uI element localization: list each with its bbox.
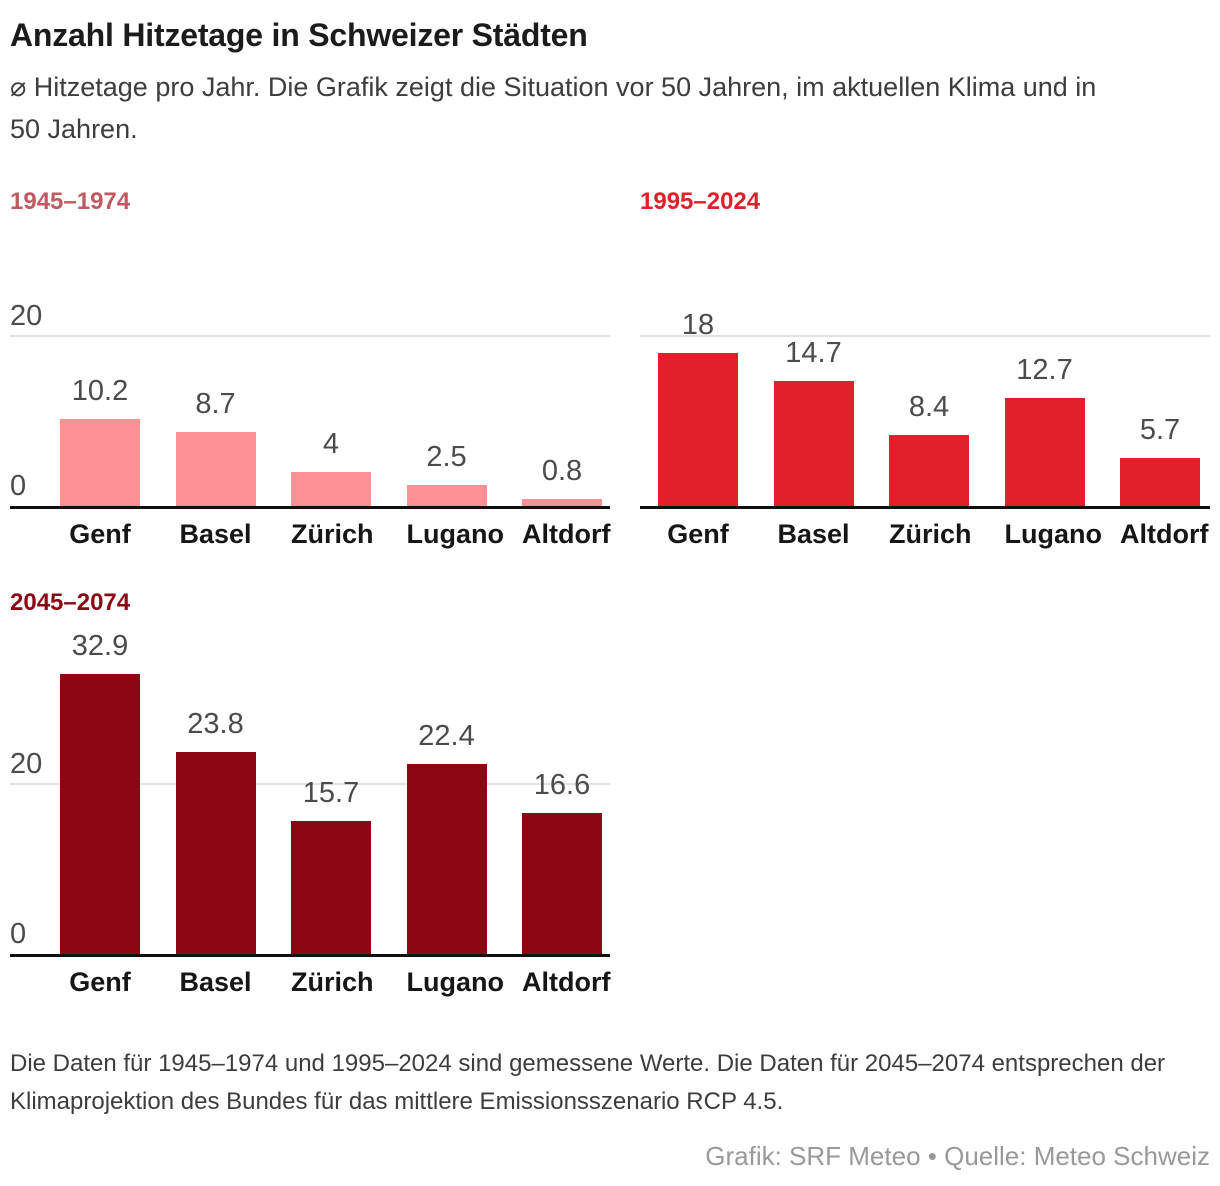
bar-slot-genf: 32.9 — [60, 632, 140, 954]
bar-chart-2045-2074: 32.9 23.8 15.7 22.4 16.6 20 0 Genf Basel Zürich Lu… — [10, 631, 610, 999]
header: Anzahl Hitzetage in Schweizer Städten ⌀ … — [10, 16, 1210, 150]
bars-group: 32.9 23.8 15.7 22.4 16.6 — [10, 631, 610, 954]
bar-value-label: 5.7 — [1139, 413, 1181, 446]
bar-value-label: 0.8 — [541, 455, 583, 488]
bar-zürich — [889, 434, 969, 506]
page-title: Anzahl Hitzetage in Schweizer Städten — [10, 17, 588, 53]
bar-slot-genf: 18 — [658, 311, 738, 506]
bar-altdorf — [522, 499, 602, 506]
bars-group: 18 14.7 8.4 12.7 5.7 — [640, 302, 1210, 506]
bar-lugano — [406, 484, 487, 506]
gridline-20 — [640, 335, 1210, 337]
bar-value-label: 22.4 — [418, 719, 475, 752]
bar-value-label: 10.2 — [71, 375, 129, 408]
category-label-genf: Genf — [667, 519, 729, 549]
bar-chart-1995-2024: 18 14.7 8.4 12.7 5.7 Genf Basel Zürich Lugano Alt… — [640, 302, 1210, 551]
bar-altdorf — [1120, 457, 1200, 506]
category-labels: Genf Basel Zürich Lugano Altdorf — [10, 966, 610, 999]
category-label-genf: Genf — [69, 519, 131, 549]
bar-slot-altdorf: 0.8 — [522, 457, 602, 506]
y-axis-tick-20: 20 — [10, 748, 43, 780]
y-axis-tick-0: 0 — [10, 470, 27, 502]
panel-title-2045-2074: 2045–2074 — [10, 589, 131, 616]
category-label-lugano: Lugano — [406, 519, 504, 549]
panel-1945-1974: 1945–1974 10.2 8.7 4 2.5 0.8 20 0 Genf Basel Züri… — [10, 188, 610, 551]
panel-title-1995-2024: 1995–2024 — [640, 188, 761, 215]
bar-genf — [658, 353, 738, 506]
category-label-altdorf: Altdorf — [1120, 519, 1209, 549]
bar-value-label: 32.9 — [71, 630, 129, 663]
bar-value-label: 14.7 — [785, 337, 842, 370]
bar-genf — [60, 674, 140, 954]
category-label-basel: Basel — [179, 967, 252, 997]
category-labels: Genf Basel Zürich Lugano Altdorf — [10, 518, 610, 551]
charts-grid: 1945–1974 10.2 8.7 4 2.5 0.8 20 0 Genf Basel Züri… — [10, 188, 1210, 999]
bar-lugano — [1004, 398, 1085, 506]
credit-line: Grafik: SRF Meteo • Quelle: Meteo Schwei… — [705, 1141, 1210, 1171]
category-label-basel: Basel — [777, 519, 850, 549]
category-label-lugano: Lugano — [406, 967, 504, 997]
category-label-genf: Genf — [69, 967, 131, 997]
bar-basel — [773, 381, 854, 506]
bar-value-label: 2.5 — [426, 440, 467, 473]
x-axis-line — [10, 506, 610, 509]
category-label-zürich: Zürich — [889, 519, 972, 549]
y-axis-tick-20: 20 — [10, 300, 43, 332]
bar-value-label: 12.7 — [1016, 354, 1073, 387]
category-label-lugano: Lugano — [1004, 519, 1102, 549]
x-axis-line — [10, 954, 610, 957]
bar-slot-lugano: 12.7 — [1004, 354, 1085, 506]
category-label-altdorf: Altdorf — [522, 519, 611, 549]
bar-basel — [175, 432, 256, 506]
bar-lugano — [406, 763, 487, 954]
page-subtitle: ⌀ Hitzetage pro Jahr. Die Grafik zeigt d… — [10, 72, 1097, 144]
bar-value-label: 4 — [322, 428, 340, 460]
bar-slot-genf: 10.2 — [60, 377, 140, 506]
panel-title-1945-1974: 1945–1974 — [10, 188, 131, 215]
bar-zürich — [291, 820, 371, 954]
bar-slot-altdorf: 5.7 — [1120, 413, 1200, 506]
bar-chart-1945-1974: 10.2 8.7 4 2.5 0.8 20 0 Genf Basel Zürich Lugano Al… — [10, 302, 610, 551]
bar-altdorf — [522, 812, 602, 954]
panel-1995-2024: 1995–2024 18 14.7 8.4 12.7 5.7 Genf Basel Züric… — [640, 188, 1210, 551]
category-label-altdorf: Altdorf — [522, 967, 611, 997]
plot-area: 18 14.7 8.4 12.7 5.7 — [640, 302, 1210, 506]
plot-area: 10.2 8.7 4 2.5 0.8 20 0 — [10, 302, 610, 506]
x-axis-line — [640, 506, 1210, 509]
bar-value-label: 18 — [681, 309, 715, 341]
bar-value-label: 15.7 — [302, 776, 360, 809]
bar-slot-basel: 14.7 — [773, 337, 854, 506]
category-labels: Genf Basel Zürich Lugano Altdorf — [640, 518, 1210, 551]
category-label-zürich: Zürich — [291, 967, 374, 997]
y-axis-tick-0: 0 — [10, 918, 27, 950]
plot-area: 32.9 23.8 15.7 22.4 16.6 20 0 — [10, 631, 610, 954]
infographic: Anzahl Hitzetage in Schweizer Städten ⌀ … — [10, 16, 1210, 1171]
bar-slot-lugano: 22.4 — [406, 719, 487, 954]
bar-slot-zürich: 4 — [291, 430, 371, 506]
bar-zürich — [291, 472, 371, 506]
gridline-20 — [10, 335, 610, 337]
bar-slot-altdorf: 16.6 — [522, 768, 602, 954]
bar-slot-basel: 23.8 — [175, 707, 256, 954]
category-label-zürich: Zürich — [291, 519, 374, 549]
bar-slot-lugano: 2.5 — [406, 440, 487, 506]
footnote: Die Daten für 1945–1974 und 1995–2024 si… — [10, 1050, 1166, 1115]
bar-value-label: 23.8 — [187, 707, 244, 740]
gridline-20 — [10, 783, 610, 785]
bar-value-label: 16.6 — [533, 768, 591, 801]
bar-value-label: 8.7 — [195, 388, 236, 421]
bar-genf — [60, 419, 140, 506]
bar-slot-zürich: 15.7 — [291, 776, 371, 954]
bar-basel — [175, 751, 256, 954]
category-label-basel: Basel — [179, 519, 252, 549]
bars-group: 10.2 8.7 4 2.5 0.8 — [10, 302, 610, 506]
bar-value-label: 8.4 — [908, 390, 950, 423]
bar-slot-basel: 8.7 — [175, 388, 256, 506]
footer: Die Daten für 1945–1974 und 1995–2024 si… — [10, 1045, 1210, 1171]
panel-2045-2074: 2045–2074 32.9 23.8 15.7 22.4 16.6 20 0 Genf Bas… — [10, 589, 610, 999]
bar-slot-zürich: 8.4 — [889, 390, 969, 506]
